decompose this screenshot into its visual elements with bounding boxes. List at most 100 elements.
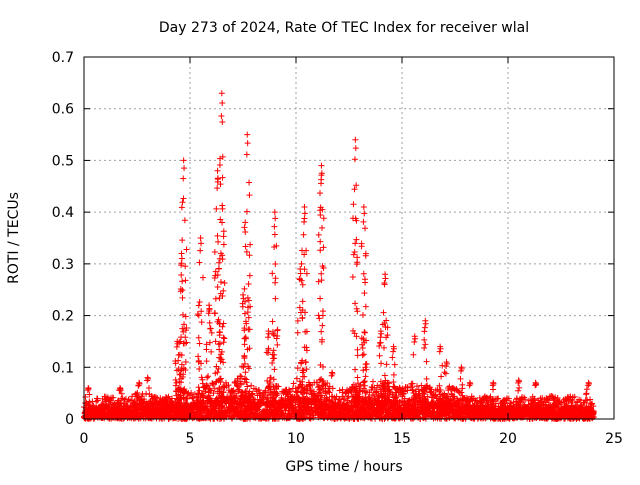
data-point xyxy=(363,337,370,344)
data-point xyxy=(295,394,302,401)
data-point xyxy=(180,175,187,182)
data-point xyxy=(273,392,280,399)
data-point xyxy=(214,167,221,174)
data-point xyxy=(287,413,294,420)
data-point xyxy=(299,315,306,322)
x-tick-label: 15 xyxy=(393,431,411,447)
data-point xyxy=(194,311,201,318)
data-point xyxy=(515,379,522,386)
data-point xyxy=(418,382,425,389)
x-tick-label: 10 xyxy=(287,431,305,447)
data-point xyxy=(220,359,227,366)
chart-title: Day 273 of 2024, Rate Of TEC Index for r… xyxy=(159,20,529,36)
data-point xyxy=(232,378,239,385)
data-point xyxy=(444,398,451,405)
y-tick-label: 0.5 xyxy=(52,153,74,169)
data-point xyxy=(214,284,221,291)
data-point xyxy=(299,298,306,305)
data-point xyxy=(301,218,308,225)
data-point xyxy=(359,405,366,412)
data-point xyxy=(508,400,515,407)
data-point xyxy=(195,384,202,391)
data-point xyxy=(136,380,143,387)
data-point xyxy=(269,318,276,325)
data-point xyxy=(517,398,524,405)
data-point xyxy=(221,415,228,422)
data-point xyxy=(203,346,210,353)
data-point xyxy=(362,303,369,310)
data-point xyxy=(234,383,241,390)
y-tick-label: 0.1 xyxy=(52,360,74,376)
data-point xyxy=(303,344,310,351)
data-point xyxy=(207,395,214,402)
data-point xyxy=(384,379,391,386)
data-point xyxy=(531,396,538,403)
data-point xyxy=(213,412,220,419)
data-point xyxy=(264,409,271,416)
data-point xyxy=(133,407,140,414)
data-point xyxy=(216,295,223,302)
data-point xyxy=(362,279,369,286)
data-point xyxy=(245,297,252,304)
data-point xyxy=(411,339,418,346)
data-point xyxy=(368,384,375,391)
data-point xyxy=(206,339,213,346)
data-point xyxy=(445,403,452,410)
data-point xyxy=(369,378,376,385)
data-point xyxy=(242,229,249,236)
data-point xyxy=(361,382,368,389)
data-point xyxy=(491,406,498,413)
data-point xyxy=(412,335,419,342)
data-point xyxy=(225,382,232,389)
data-point xyxy=(181,321,188,328)
data-point xyxy=(556,401,563,408)
data-point xyxy=(206,305,213,312)
data-point xyxy=(383,317,390,324)
data-point xyxy=(455,388,462,395)
data-point xyxy=(178,255,185,262)
data-point xyxy=(353,305,360,312)
data-point xyxy=(303,366,310,373)
data-point xyxy=(117,385,124,392)
data-point xyxy=(384,332,391,339)
data-point xyxy=(178,271,185,278)
data-point xyxy=(245,365,252,372)
data-point xyxy=(204,382,211,389)
data-point xyxy=(219,205,226,212)
data-point xyxy=(420,390,427,397)
data-point xyxy=(319,336,326,343)
data-point xyxy=(198,360,205,367)
data-point xyxy=(243,405,250,412)
data-point xyxy=(217,181,224,188)
data-point xyxy=(265,334,272,341)
data-point xyxy=(410,351,417,358)
data-point xyxy=(489,382,496,389)
data-point xyxy=(358,396,365,403)
data-point xyxy=(208,400,215,407)
data-point xyxy=(329,403,336,410)
data-point xyxy=(177,395,184,402)
data-point xyxy=(212,295,219,302)
data-point xyxy=(212,310,219,317)
data-point xyxy=(301,203,308,210)
data-point xyxy=(182,407,189,414)
data-point xyxy=(317,362,324,369)
data-point xyxy=(244,346,251,353)
data-point xyxy=(264,377,271,384)
data-point xyxy=(326,383,333,390)
data-point xyxy=(390,379,397,386)
data-point xyxy=(178,204,185,211)
data-point xyxy=(408,384,415,391)
data-point xyxy=(176,371,183,378)
data-point xyxy=(269,270,276,277)
data-point xyxy=(392,402,399,409)
data-point xyxy=(359,341,366,348)
data-point xyxy=(134,389,141,396)
data-point xyxy=(360,203,367,210)
data-point xyxy=(182,334,189,341)
data-point xyxy=(318,170,325,177)
data-point xyxy=(214,232,221,239)
data-point xyxy=(271,244,278,251)
data-point xyxy=(243,248,250,255)
data-point xyxy=(263,402,270,409)
